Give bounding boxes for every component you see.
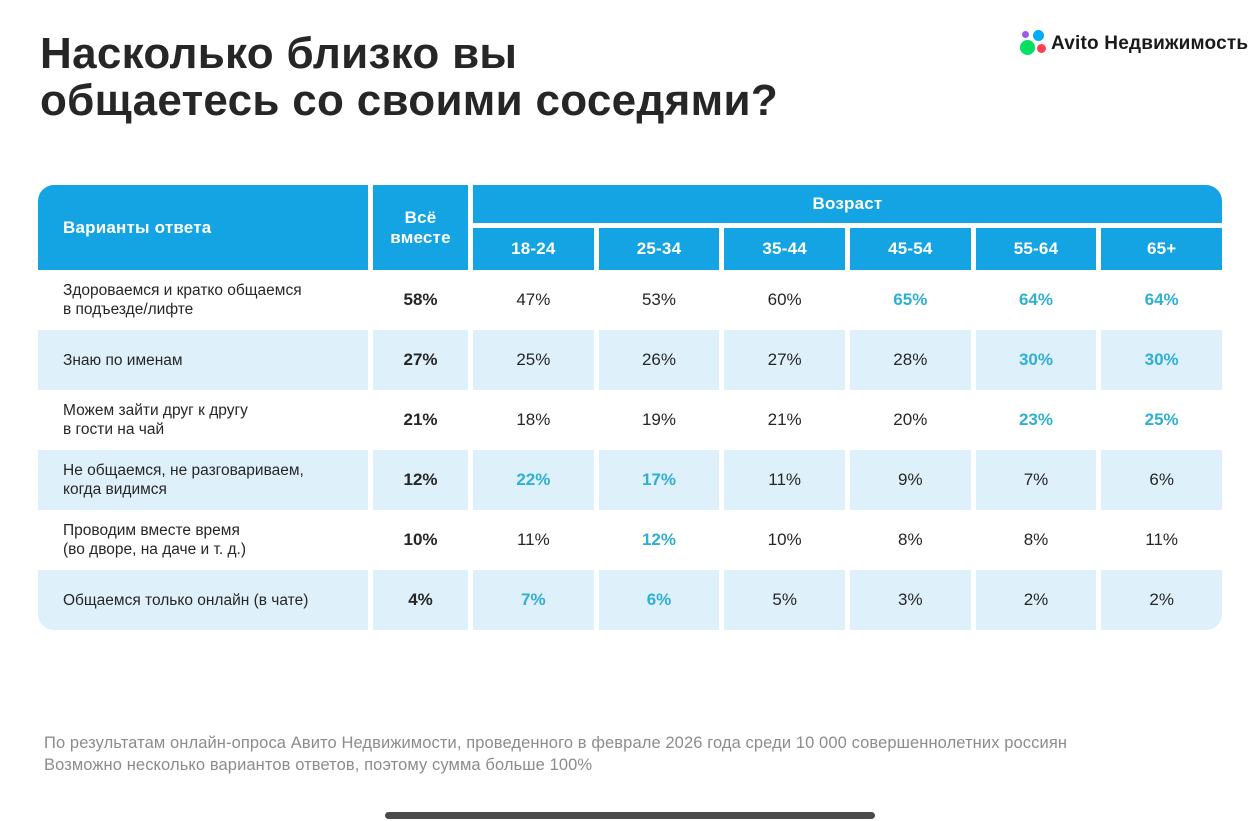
age-value-cell: 23% [1018,410,1053,429]
age-column-header: 55-64 [975,228,1097,270]
age-value-cell: 53% [641,290,676,309]
age-value-cell: 64% [1144,290,1179,309]
age-value-cell: 3% [849,570,971,630]
age-value-cell: 8% [898,530,923,549]
age-value-cell: 12% [641,530,676,549]
footnote-line2: Возможно несколько вариантов ответов, по… [44,756,593,774]
age-value-cell: 21% [767,410,802,429]
logo-dot-blue [1033,30,1044,41]
age-value-cell: 7% [473,570,594,630]
age-value-cell: 6% [1101,450,1222,510]
age-value-cell: 30% [975,330,1097,390]
age-value-cell: 11% [724,450,845,510]
age-value-cell: 25% [1144,410,1179,429]
answer-row-label: Можем зайти друг к другу в гости на чай [63,402,248,438]
answer-row-label: Здороваемся и кратко общаемся в подъезде/… [63,282,302,318]
age-column-header: 45-54 [849,228,971,270]
logo-dot-green [1020,40,1035,55]
total-column-header: Всё вместе [373,185,468,270]
avito-logo-text: Avito Недвижимость [1051,32,1249,54]
answer-row-label: Знаю по именам [38,330,368,390]
age-value-cell: 11% [516,530,550,549]
footnote-line1: По результатам онлайн-опроса Авито Недви… [44,734,1068,752]
age-column-header: 18-24 [473,228,594,270]
total-value-cell: 10% [403,530,438,549]
home-indicator-bar [385,812,875,819]
age-value-cell: 20% [893,410,928,429]
logo-dot-purple [1022,31,1029,38]
age-column-header: 35-44 [724,228,845,270]
age-value-cell: 60% [767,290,802,309]
answer-row-label: Общаемся только онлайн (в чате) [38,570,368,630]
survey-table: Варианты ответа Всё вместе Возраст 18-24… [38,185,1222,630]
table-header: Варианты ответа Всё вместе Возраст 18-24… [38,185,1222,270]
age-value-cell: 8% [1023,530,1049,549]
age-value-cell: 26% [598,330,720,390]
age-value-cell: 6% [598,570,720,630]
age-value-cell: 19% [641,410,676,429]
footnote: По результатам онлайн-опроса Авито Недви… [44,732,1067,776]
total-value-cell: 27% [373,330,468,390]
table-body: Здороваемся и кратко общаемся в подъезде/… [38,270,1222,630]
total-value-cell: 12% [373,450,468,510]
answer-row-label: Не общаемся, не разговариваем, когда види… [38,450,368,510]
age-value-cell: 7% [975,450,1097,510]
age-value-cell: 18% [516,410,551,429]
age-group-header: Возраст [473,185,1222,223]
page-title-line1: Насколько близко вы [40,29,518,78]
age-value-cell: 9% [849,450,971,510]
logo-dot-red [1037,44,1046,53]
age-value-cell: 25% [473,330,594,390]
age-value-cell: 2% [1101,570,1222,630]
avito-logo: Avito Недвижимость [1020,30,1248,57]
page-title: Насколько близко вы общаетесь со своими … [40,30,778,124]
total-value-cell: 4% [373,570,468,630]
total-value-cell: 58% [403,290,438,309]
answers-column-header: Варианты ответа [38,185,368,270]
age-value-cell: 64% [1018,290,1053,309]
age-value-cell: 22% [473,450,594,510]
age-value-cell: 11% [1145,530,1179,549]
age-value-cell: 10% [767,530,802,549]
avito-logo-icon [1020,30,1047,57]
age-value-cell: 17% [598,450,720,510]
age-value-cell: 2% [975,570,1097,630]
age-value-cell: 65% [893,290,928,309]
page-title-line2: общаетесь со своими соседями? [40,76,779,125]
age-value-cell: 5% [724,570,845,630]
age-value-cell: 28% [849,330,971,390]
age-column-header: 65+ [1101,228,1222,270]
age-value-cell: 47% [516,290,551,309]
total-value-cell: 21% [403,410,438,429]
age-column-header: 25-34 [598,228,720,270]
answer-row-label: Проводим вместе время (во дворе, на даче … [63,522,247,558]
age-value-cell: 27% [724,330,845,390]
age-value-cell: 30% [1101,330,1222,390]
